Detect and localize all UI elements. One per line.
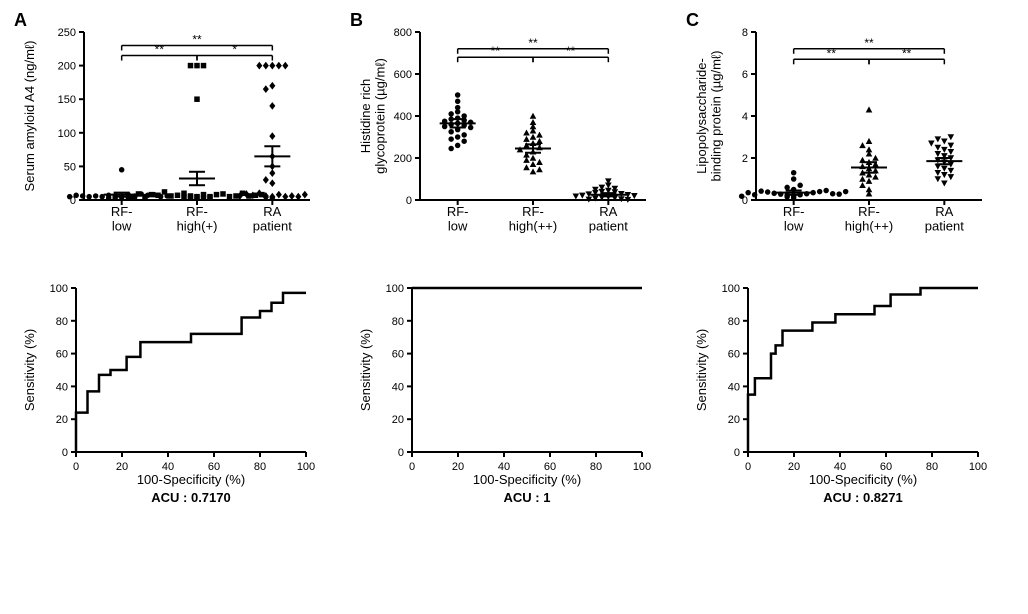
svg-text:80: 80 (254, 461, 266, 473)
panel-a-top: A 050100150200250Serum amyloid A4 (ng/mℓ… (10, 10, 346, 244)
roc-chart-b: 020406080100020406080100Sensitivity (%)1… (354, 278, 674, 508)
svg-text:RF-low: RF-low (447, 204, 469, 233)
svg-text:0: 0 (409, 461, 415, 473)
svg-text:RApatient: RApatient (253, 204, 292, 233)
scatter-chart-b: 0 200 400 600 800 Histidine richglycoprotein … (354, 14, 674, 244)
svg-text:80: 80 (926, 461, 938, 473)
svg-text:100-Specificity (%): 100-Specificity (%) (473, 472, 581, 487)
panel-c-top: C 02468Lipopolysaccharide-binding protei… (682, 10, 1018, 244)
svg-text:0: 0 (73, 461, 79, 473)
svg-text:50: 50 (64, 161, 76, 173)
svg-text:RApatient: RApatient (925, 204, 964, 233)
svg-text:40: 40 (392, 381, 404, 393)
svg-text:20: 20 (452, 461, 464, 473)
svg-text:100: 100 (297, 461, 315, 473)
svg-text:6: 6 (742, 69, 748, 81)
svg-text:80: 80 (392, 316, 404, 328)
roc-chart-c: 020406080100020406080100Sensitivity (%)1… (690, 278, 1010, 508)
svg-text:20: 20 (56, 414, 68, 426)
panel-label-c: C (686, 10, 699, 31)
svg-text:ACU : 1: ACU : 1 (504, 490, 551, 505)
svg-text:RF-high(++): RF-high(++) (845, 204, 893, 233)
svg-text:ACU : 0.8271: ACU : 0.8271 (823, 490, 902, 505)
svg-text:**: ** (192, 32, 202, 46)
svg-text:200: 200 (58, 61, 76, 73)
svg-text:100-Specificity (%): 100-Specificity (%) (809, 472, 917, 487)
svg-text:80: 80 (590, 461, 602, 473)
svg-text:Sensitivity (%): Sensitivity (%) (22, 329, 37, 411)
svg-text:100: 100 (386, 283, 404, 295)
svg-text:800: 800 (394, 27, 412, 39)
svg-text:250: 250 (58, 27, 76, 39)
svg-text:4: 4 (742, 111, 748, 123)
svg-text:**: ** (566, 44, 576, 58)
svg-text:20: 20 (116, 461, 128, 473)
svg-text:8: 8 (742, 27, 748, 39)
svg-text:Serum amyloid A4 (ng/mℓ): Serum amyloid A4 (ng/mℓ) (22, 41, 37, 192)
svg-text:40: 40 (56, 381, 68, 393)
scatter-chart-c: 02468Lipopolysaccharide-binding protein … (690, 14, 1010, 244)
svg-text:60: 60 (392, 349, 404, 361)
panel-label-b: B (350, 10, 363, 31)
svg-text:200: 200 (394, 153, 412, 165)
svg-text:100-Specificity (%): 100-Specificity (%) (137, 472, 245, 487)
svg-text:0: 0 (406, 195, 412, 207)
svg-text:**: ** (902, 46, 912, 60)
svg-text:0: 0 (745, 461, 751, 473)
panel-a-bottom: 020406080100020406080100Sensitivity (%)1… (10, 274, 346, 508)
svg-text:RApatient: RApatient (589, 204, 628, 233)
svg-text:150: 150 (58, 94, 76, 106)
svg-text:100: 100 (633, 461, 651, 473)
svg-text:20: 20 (788, 461, 800, 473)
svg-text:0: 0 (62, 447, 68, 459)
svg-text:Sensitivity (%): Sensitivity (%) (694, 329, 709, 411)
svg-text:100: 100 (50, 283, 68, 295)
svg-text:400: 400 (394, 111, 412, 123)
roc-chart-a: 020406080100020406080100Sensitivity (%)1… (18, 278, 338, 508)
svg-text:60: 60 (56, 349, 68, 361)
svg-text:RF-high(+): RF-high(+) (177, 204, 218, 233)
svg-text:600: 600 (394, 69, 412, 81)
svg-text:100: 100 (58, 128, 76, 140)
svg-text:*: * (232, 43, 237, 57)
svg-text:80: 80 (56, 316, 68, 328)
svg-text:80: 80 (728, 316, 740, 328)
svg-text:0: 0 (734, 447, 740, 459)
svg-text:**: ** (155, 43, 165, 57)
panel-b-top: B 0 200 400 600 800 Histidine richglycoprotei… (346, 10, 682, 244)
svg-text:60: 60 (728, 349, 740, 361)
svg-text:Lipopolysaccharide-binding pro: Lipopolysaccharide-binding protein (µg/m… (694, 51, 723, 182)
svg-text:RF-low: RF-low (783, 204, 805, 233)
svg-text:RF-low: RF-low (111, 204, 133, 233)
svg-text:Histidine richglycoprotein (µg: Histidine richglycoprotein (µg/mℓ) (358, 58, 387, 174)
svg-text:20: 20 (392, 414, 404, 426)
svg-text:ACU : 0.7170: ACU : 0.7170 (151, 490, 230, 505)
svg-text:100: 100 (722, 283, 740, 295)
top-row: A 0 50 100 150 200 250 Serum amyloid A4 (ng/mℓ… (10, 10, 1018, 244)
svg-text:100: 100 (969, 461, 987, 473)
panel-c-bottom: 020406080100020406080100Sensitivity (%)1… (682, 274, 1018, 508)
svg-text:**: ** (528, 36, 538, 50)
svg-text:**: ** (491, 44, 501, 58)
svg-text:0: 0 (398, 447, 404, 459)
panel-label-a: A (14, 10, 27, 31)
svg-text:Sensitivity (%): Sensitivity (%) (358, 329, 373, 411)
svg-text:**: ** (864, 36, 874, 50)
svg-text:2: 2 (742, 153, 748, 165)
svg-text:40: 40 (728, 381, 740, 393)
scatter-chart-a: 050100150200250Serum amyloid A4 (ng/mℓ)R… (18, 14, 338, 244)
svg-text:**: ** (827, 46, 837, 60)
svg-text:RF-high(++): RF-high(++) (509, 204, 557, 233)
bottom-row: 0 20 40 60 80 100 0 20 40 60 80 100 Sensitivity (%) 1… (10, 274, 1018, 508)
svg-text:20: 20 (728, 414, 740, 426)
panel-b-bottom: 020406080100020406080100Sensitivity (%)1… (346, 274, 682, 508)
